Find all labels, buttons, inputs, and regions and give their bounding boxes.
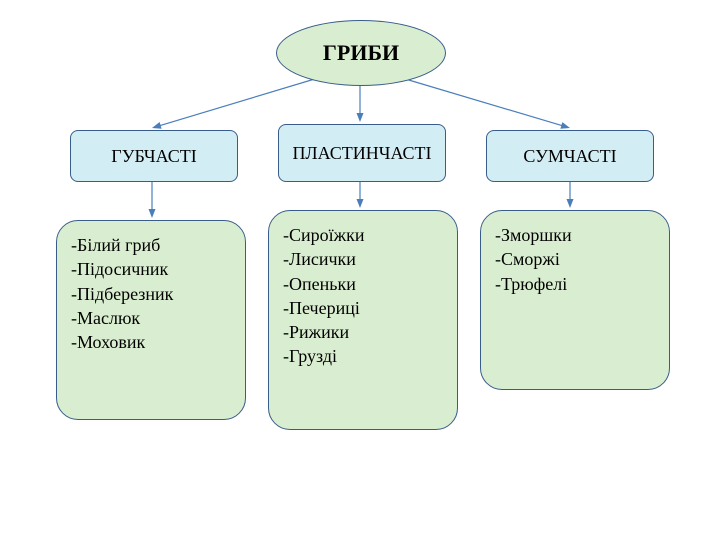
arrowhead-icon [560, 122, 570, 129]
connector-line [402, 78, 565, 126]
list-item: -Печериці [283, 296, 443, 320]
list-item: -Сироїжки [283, 223, 443, 247]
list-item: -Моховик [71, 330, 231, 354]
arrowhead-icon [567, 199, 574, 208]
arrowhead-icon [357, 113, 364, 122]
list-item: -Опеньки [283, 272, 443, 296]
list-item: -Підосичник [71, 257, 231, 281]
arrowhead-icon [152, 122, 162, 129]
list-item: -Підберезник [71, 282, 231, 306]
items-box: -Сироїжки-Лисички-Опеньки-Печериці-Рижик… [268, 210, 458, 430]
list-item: -Рижики [283, 320, 443, 344]
list-item: -Грузді [283, 344, 443, 368]
arrowhead-icon [357, 199, 364, 208]
arrowhead-icon [149, 209, 156, 218]
category-box: ПЛАСТИНЧАСТІ [278, 124, 446, 182]
category-box: СУМЧАСТІ [486, 130, 654, 182]
connector-line [157, 78, 318, 126]
list-item: -Зморшки [495, 223, 655, 247]
root-node: ГРИБИ [276, 20, 446, 86]
category-label: ГУБЧАСТІ [111, 146, 196, 167]
category-label: СУМЧАСТІ [523, 146, 616, 167]
list-item: -Сморжі [495, 247, 655, 271]
items-box: -Білий гриб-Підосичник-Підберезник-Маслю… [56, 220, 246, 420]
items-box: -Зморшки-Сморжі-Трюфелі [480, 210, 670, 390]
list-item: -Трюфелі [495, 272, 655, 296]
list-item: -Лисички [283, 247, 443, 271]
root-label: ГРИБИ [323, 40, 399, 66]
list-item: -Маслюк [71, 306, 231, 330]
list-item: -Білий гриб [71, 233, 231, 257]
category-box: ГУБЧАСТІ [70, 130, 238, 182]
category-label: ПЛАСТИНЧАСТІ [292, 143, 431, 164]
